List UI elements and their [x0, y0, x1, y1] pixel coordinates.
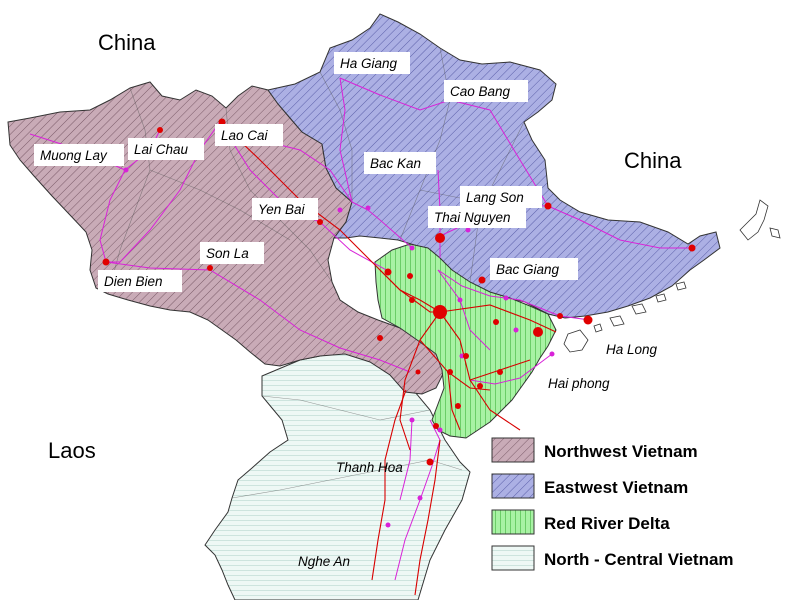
city-markers	[102, 118, 696, 466]
city-dot-lao-cai	[218, 118, 226, 126]
svg-text:Bac Giang: Bac Giang	[496, 262, 560, 277]
legend-swatch-red-river-delta	[491, 509, 535, 535]
svg-text:North - Central Vietnam: North - Central Vietnam	[544, 550, 734, 569]
legend-item-red-river-delta: Red River Delta	[491, 509, 670, 535]
city-dot-ha-long	[583, 315, 593, 325]
city-label-lang-son: Lang Son	[460, 186, 542, 208]
city-dot-lai-chau	[157, 127, 163, 133]
city-dot-hanoi	[433, 305, 447, 319]
legend-swatch-northwest	[491, 437, 535, 463]
city-label-bac-kan: Bac Kan	[364, 152, 436, 174]
city-label-ha-long: Ha Long	[606, 342, 658, 357]
svg-text:Bac Kan: Bac Kan	[370, 156, 421, 171]
city-label-ha-giang: Ha Giang	[334, 52, 410, 74]
svg-text:Eastwest Vietnam: Eastwest Vietnam	[544, 478, 688, 497]
region-red-river-delta	[374, 243, 557, 439]
city-dot-dien-bien	[102, 258, 110, 266]
city-dot-lang-son	[544, 202, 552, 210]
coastal-islands	[563, 199, 781, 353]
city-label-lao-cai: Lao Cai	[215, 124, 283, 146]
city-label-bac-giang: Bac Giang	[490, 258, 578, 280]
city-dot-yen-bai	[317, 219, 323, 225]
legend-swatch-north-central	[491, 545, 535, 571]
country-label-china-east: China	[624, 148, 682, 173]
svg-text:Cao Bang: Cao Bang	[450, 84, 511, 99]
city-label-thai-nguyen: Thai Nguyen	[428, 206, 526, 228]
svg-text:Ha Giang: Ha Giang	[340, 56, 398, 71]
legend-item-eastwest: Eastwest Vietnam	[491, 473, 688, 499]
city-dot-son-la	[207, 265, 213, 271]
svg-text:Thai Nguyen: Thai Nguyen	[434, 210, 511, 225]
city-dot-bac-giang	[478, 276, 486, 284]
city-label-nghe-an: Nghe An	[298, 554, 350, 569]
city-dot-thai-nguyen	[435, 233, 445, 243]
city-label-muong-lay: Muong Lay	[34, 144, 124, 166]
city-label-dien-bien: Dien Bien	[98, 270, 182, 292]
river-network	[219, 121, 557, 596]
city-label-lai-chau: Lai Chau	[128, 138, 204, 160]
city-label-hai-phong: Hai phong	[548, 376, 610, 391]
svg-text:Lao Cai: Lao Cai	[221, 128, 269, 143]
city-label-cao-bang: Cao Bang	[444, 80, 528, 102]
country-label-china-north: China	[98, 30, 156, 55]
city-label-son-la: Son La	[200, 242, 264, 264]
svg-text:Son La: Son La	[206, 246, 249, 261]
svg-text:Lang Son: Lang Son	[466, 190, 524, 205]
legend-item-northwest: Northwest Vietnam	[491, 437, 698, 463]
region-north-central	[204, 351, 471, 600]
road-junctions	[123, 167, 555, 528]
city-dot-haiphong	[533, 327, 543, 337]
country-label-laos: Laos	[48, 438, 96, 463]
legend-swatch-eastwest	[491, 473, 535, 499]
city-label-thanh-hoa: Thanh Hoa	[336, 460, 403, 475]
svg-text:Northwest Vietnam: Northwest Vietnam	[544, 442, 698, 461]
svg-text:Red River Delta: Red River Delta	[544, 514, 670, 533]
svg-text:Yen Bai: Yen Bai	[258, 202, 306, 217]
city-dot-thanh-hoa	[426, 458, 434, 466]
svg-text:Dien Bien: Dien Bien	[104, 274, 163, 289]
svg-text:Muong Lay: Muong Lay	[40, 148, 108, 163]
city-dot-mong-cai	[688, 244, 696, 252]
legend-item-north-central: North - Central Vietnam	[491, 545, 734, 571]
city-label-yen-bai: Yen Bai	[252, 198, 318, 220]
region-eastwest	[267, 13, 721, 319]
svg-text:Lai Chau: Lai Chau	[134, 142, 189, 157]
map-legend: Northwest Vietnam Eastwest Vietnam Red R…	[491, 437, 734, 571]
